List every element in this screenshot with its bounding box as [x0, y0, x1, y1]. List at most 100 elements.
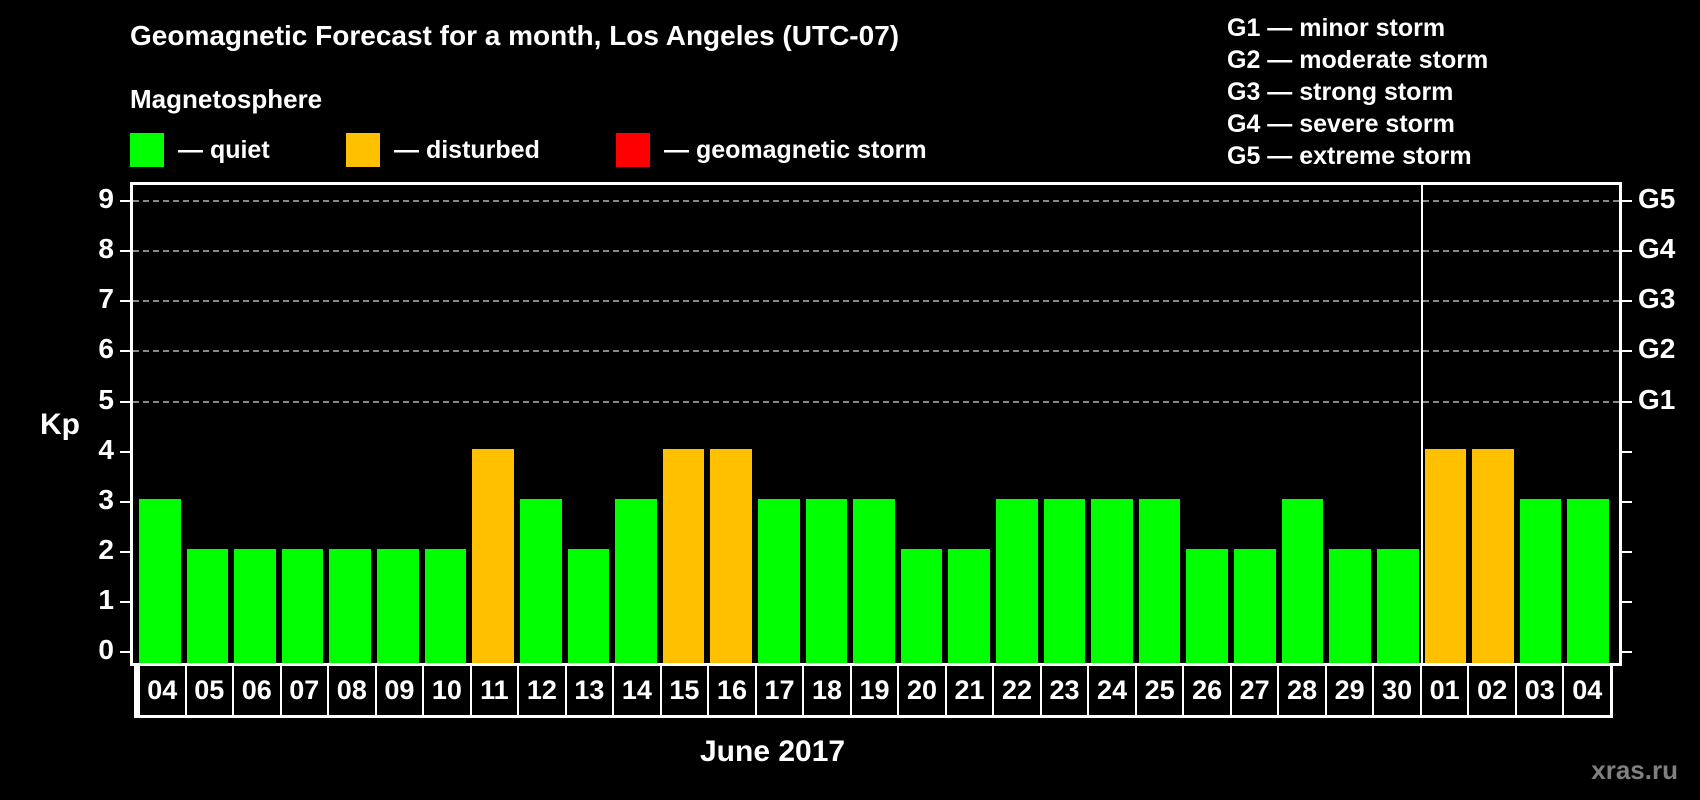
y-tick — [120, 500, 130, 503]
g-level-label: G1 — [1638, 383, 1676, 415]
y-tick-label: 3 — [98, 483, 114, 515]
legend-quiet-label: — quiet — [178, 135, 270, 164]
date-label: 28 — [1277, 666, 1325, 715]
x-axis-label: June 2017 — [700, 735, 846, 768]
plot-area — [130, 182, 1622, 666]
bar-01 — [1424, 448, 1467, 663]
right-tick — [1622, 400, 1632, 403]
bar-19 — [853, 498, 895, 663]
storm-legend-g4: G4 — severe storm — [1227, 110, 1455, 138]
date-label: 12 — [517, 666, 565, 715]
bar-30 — [1376, 548, 1419, 663]
right-tick — [1622, 600, 1632, 603]
y-tick-label: 2 — [98, 533, 114, 565]
right-tick — [1622, 550, 1632, 553]
legend-storm: — geomagnetic storm — [616, 133, 927, 167]
date-label: 11 — [469, 666, 518, 715]
bar-04 — [1567, 498, 1609, 663]
bar-25 — [1138, 498, 1181, 663]
bar-05 — [186, 548, 229, 663]
storm-legend-g2: G2 — moderate storm — [1227, 46, 1489, 74]
bar-14 — [615, 498, 657, 663]
date-label: 06 — [232, 666, 280, 715]
watermark: xras.ru — [1591, 755, 1678, 785]
bar-17 — [757, 498, 800, 663]
bar-10 — [424, 548, 467, 663]
legend-storm-label: — geomagnetic storm — [664, 135, 927, 164]
right-tick — [1622, 250, 1632, 253]
date-label: 14 — [612, 666, 660, 715]
gridline-kp-8 — [133, 250, 1619, 253]
date-label: 17 — [754, 666, 803, 715]
y-tick-label: 7 — [98, 283, 114, 315]
date-label: 20 — [897, 666, 945, 715]
bar-03 — [1519, 498, 1562, 663]
bar-08 — [329, 548, 372, 663]
gridline-kp-5 — [133, 400, 1619, 403]
gridline-kp-9 — [133, 200, 1619, 203]
y-tick — [120, 300, 130, 303]
right-tick — [1622, 500, 1632, 503]
date-label: 23 — [1039, 666, 1088, 715]
bar-28 — [1281, 498, 1324, 663]
date-label: 19 — [849, 666, 898, 715]
date-label: 04 — [1562, 666, 1610, 715]
quiet-swatch-icon — [130, 133, 164, 167]
y-tick — [120, 450, 130, 453]
date-label: 27 — [1229, 666, 1278, 715]
bar-26 — [1186, 548, 1229, 663]
g-level-label: G5 — [1638, 183, 1676, 215]
date-label: 29 — [1324, 666, 1373, 715]
chart-title: Geomagnetic Forecast for a month, Los An… — [130, 20, 900, 51]
storm-legend-g3: G3 — strong storm — [1227, 78, 1454, 106]
right-tick — [1622, 200, 1632, 203]
bar-04 — [139, 498, 181, 663]
bar-02 — [1472, 448, 1514, 663]
date-label: 01 — [1419, 666, 1468, 715]
y-tick-label: 1 — [98, 583, 114, 615]
right-tick — [1622, 651, 1632, 653]
y-tick-label: 0 — [98, 634, 114, 665]
bar-09 — [377, 548, 419, 663]
bar-27 — [1234, 548, 1276, 663]
date-label: 26 — [1182, 666, 1230, 715]
gridline-kp-7 — [133, 300, 1619, 303]
gridline-kp-6 — [133, 350, 1619, 353]
storm-swatch-icon — [616, 133, 650, 167]
bar-18 — [805, 498, 848, 663]
bar-13 — [567, 548, 610, 663]
bar-21 — [948, 548, 991, 663]
bar-12 — [519, 498, 562, 663]
date-label: 15 — [659, 666, 708, 715]
right-tick — [1622, 300, 1632, 303]
bar-15 — [662, 448, 705, 663]
date-label: 04 — [137, 666, 185, 715]
disturbed-swatch-icon — [346, 133, 380, 167]
y-tick — [120, 200, 130, 203]
bar-11 — [472, 448, 514, 663]
date-label: 03 — [1514, 666, 1563, 715]
right-tick — [1622, 450, 1632, 453]
bar-07 — [281, 548, 324, 663]
date-label: 22 — [992, 666, 1040, 715]
bar-20 — [900, 548, 943, 663]
y-tick-label: 4 — [98, 433, 114, 465]
date-label: 18 — [802, 666, 850, 715]
date-label: 08 — [327, 666, 375, 715]
date-label: 24 — [1087, 666, 1135, 715]
g-level-label: G4 — [1638, 233, 1676, 265]
legend-disturbed: — disturbed — [346, 133, 540, 167]
date-label: 09 — [374, 666, 423, 715]
x-axis-dates: 04 05 06 07 08 09 10 11 12 13 14 15 16 17 18 19 20 21 22 23… — [134, 666, 1613, 718]
bar-06 — [234, 548, 276, 663]
storm-legend-g5: G5 — extreme storm — [1227, 142, 1472, 170]
date-label: 16 — [707, 666, 755, 715]
date-label: 25 — [1134, 666, 1183, 715]
legend-disturbed-label: — disturbed — [394, 135, 540, 164]
date-label: 07 — [279, 666, 328, 715]
y-tick — [120, 651, 130, 653]
bar-23 — [1043, 498, 1086, 663]
y-tick-label: 9 — [98, 183, 114, 215]
y-tick — [120, 600, 130, 603]
y-tick — [120, 350, 130, 353]
